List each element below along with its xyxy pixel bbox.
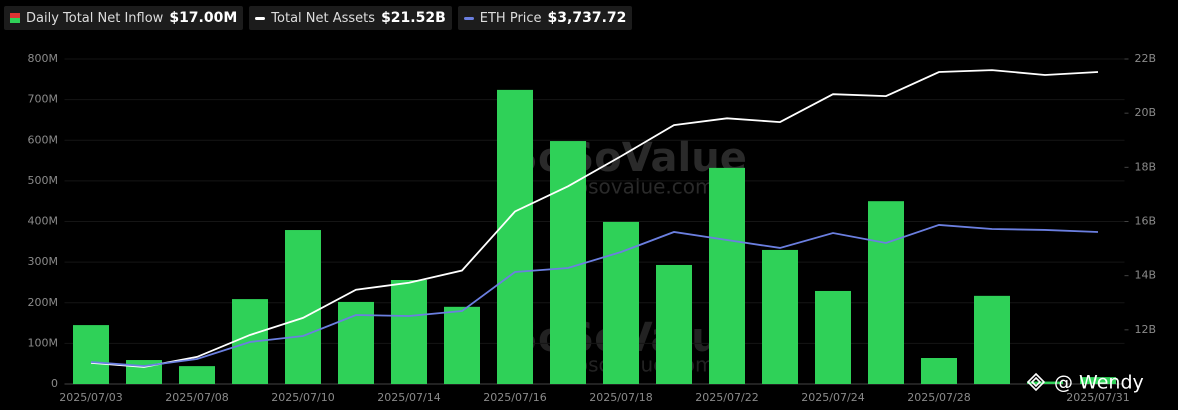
x-tick-label: 2025/07/22	[695, 391, 758, 404]
bar	[550, 141, 586, 384]
bar	[603, 221, 639, 384]
legend-value: $3,737.72	[547, 10, 627, 26]
line	[90, 69, 1099, 368]
bar	[709, 167, 745, 384]
y-tick-label: 600M	[28, 133, 59, 146]
legend-item: Daily Total Net Inflow $17.00M	[4, 6, 244, 30]
legend-item: Total Net Assets $21.52B	[249, 6, 452, 30]
y2-tick-label: 16B	[1134, 215, 1156, 228]
bar	[974, 295, 1010, 384]
bar	[762, 249, 798, 384]
line	[90, 224, 1099, 367]
x-tick-label: 2025/07/28	[907, 391, 970, 404]
y-tick-label: 400M	[28, 215, 59, 228]
x-tick-label: 2025/07/24	[801, 391, 864, 404]
x-tick-label: 2025/07/31	[1066, 391, 1129, 404]
legend: Daily Total Net Inflow $17.00M Total Net A…	[4, 6, 633, 30]
legend-icon	[255, 16, 266, 20]
x-tick-label: 2025/07/16	[483, 391, 546, 404]
x-tick-label: 2025/07/18	[589, 391, 652, 404]
bar	[391, 280, 427, 384]
y-tick-label: 800M	[28, 52, 59, 65]
x-tick-label: 2025/07/03	[59, 391, 122, 404]
legend-value: $17.00M	[169, 10, 238, 26]
watermark: sosovalue.com	[565, 175, 714, 199]
bar	[868, 201, 904, 384]
x-tick-label: 2025/07/14	[377, 391, 440, 404]
credit: @ Wendy	[1054, 372, 1144, 394]
y-tick-label: 0	[51, 377, 58, 390]
legend-item: ETH Price $3,737.72	[457, 6, 633, 30]
y-tick-label: 500M	[28, 174, 59, 187]
y2-tick-label: 18B	[1134, 160, 1156, 173]
watermark: SoSoValue	[509, 135, 747, 181]
bar	[656, 264, 692, 384]
bar	[921, 358, 957, 384]
y2-tick-label: 12B	[1134, 323, 1156, 336]
legend-label: ETH Price	[479, 10, 542, 26]
legend-icon	[463, 16, 474, 20]
y2-tick-label: 14B	[1134, 269, 1156, 282]
bar	[1027, 381, 1063, 384]
y2-tick-label: 22B	[1134, 52, 1156, 65]
bar	[815, 290, 851, 384]
x-tick-label: 2025/07/08	[165, 391, 228, 404]
bar	[497, 89, 533, 384]
y-tick-label: 700M	[28, 93, 59, 106]
legend-icon	[10, 13, 20, 23]
bar	[1080, 377, 1116, 384]
y-tick-label: 200M	[28, 296, 59, 309]
y-tick-label: 300M	[28, 255, 59, 268]
y-tick-label: 100M	[28, 336, 59, 349]
legend-label: Total Net Assets	[271, 10, 376, 26]
bar	[444, 306, 480, 384]
bar	[73, 325, 109, 384]
legend-label: Daily Total Net Inflow	[26, 10, 164, 26]
credit-icon	[1026, 372, 1046, 392]
legend-value: $21.52B	[381, 10, 446, 26]
bar	[179, 366, 215, 384]
x-tick-label: 2025/07/10	[271, 391, 334, 404]
bar	[285, 230, 321, 384]
y2-tick-label: 20B	[1134, 106, 1156, 119]
